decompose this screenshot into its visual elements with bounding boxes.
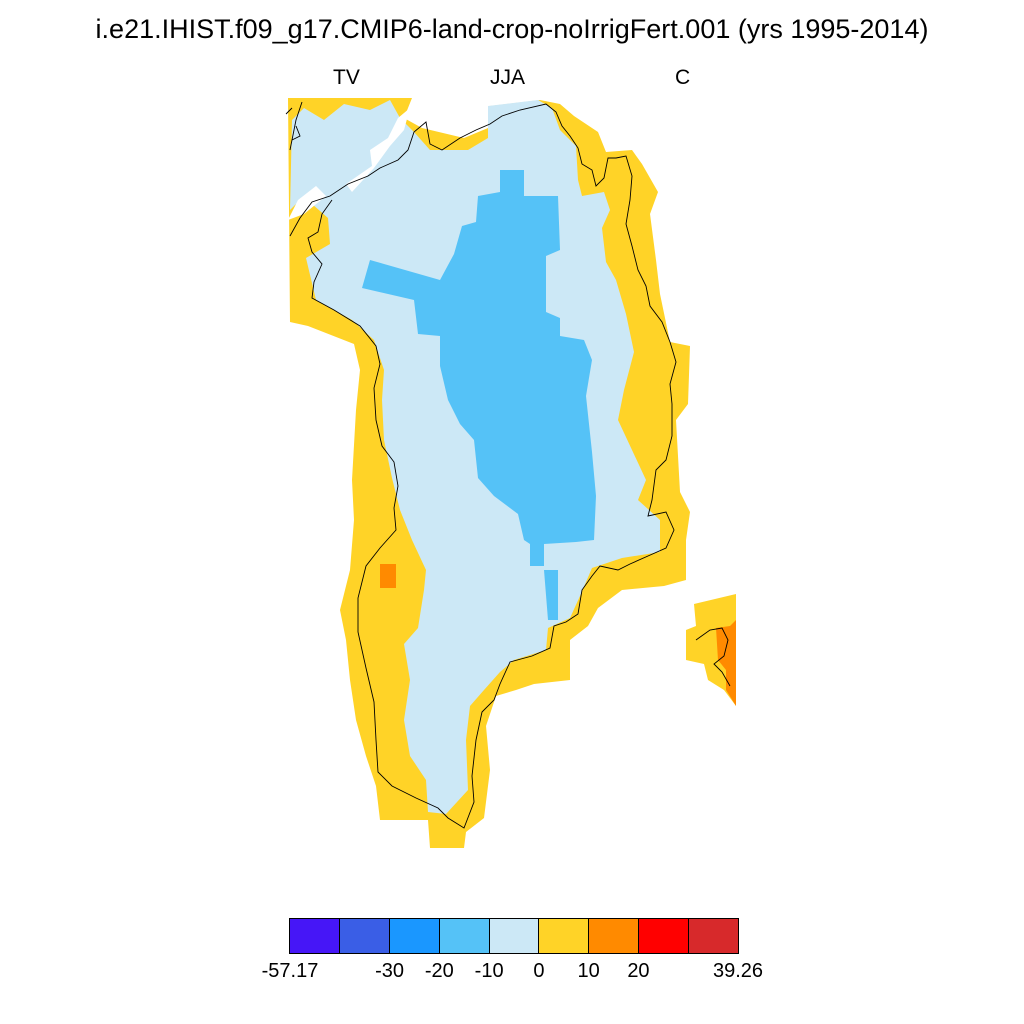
colorbar-box-4 [489, 919, 540, 953]
colorbar-tick-label: -30 [375, 960, 404, 982]
colorbar-tick-label: 39.26 [712, 960, 764, 982]
colorbar-box-6 [589, 919, 640, 953]
colorbar-tick-label: 20 [627, 960, 650, 982]
colorbar-tick-label: -57.17 [261, 960, 319, 982]
map-white-gap-2 [288, 186, 326, 220]
map-island-yellow [686, 594, 736, 706]
colorbar-tick-label: -10 [474, 960, 504, 982]
plot-title: i.e21.IHIST.f09_g17.CMIP6-land-crop-noIr… [95, 14, 929, 44]
colorbar [289, 918, 739, 954]
map-blue-streak [544, 570, 558, 620]
colorbar-box-2 [389, 919, 440, 953]
map-region-mid-blue [362, 170, 596, 566]
colorbar-tick-label: -20 [424, 960, 454, 982]
coastline [285, 101, 731, 829]
map-white-gap [346, 108, 410, 192]
colorbar-tick-label: 0 [533, 960, 545, 982]
colorbar-box-7 [639, 919, 690, 953]
colorbar-box-5 [539, 919, 590, 953]
map-orange-east [716, 620, 736, 706]
map-orange-west [380, 564, 396, 588]
subtitle-season: JJA [490, 66, 526, 89]
colorbar-box-8 [689, 919, 739, 953]
colorbar-box-0 [290, 919, 340, 953]
colorbar-box-3 [439, 919, 490, 953]
colorbar-tick-label: 10 [577, 960, 600, 982]
subtitle-units: C [675, 66, 691, 89]
subtitle-variable: TV [333, 66, 360, 89]
colorbar-box-1 [339, 919, 390, 953]
